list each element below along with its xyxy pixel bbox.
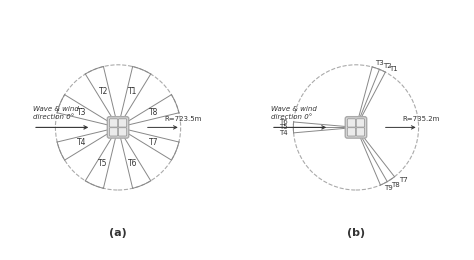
Text: T8: T8 <box>149 108 159 117</box>
Text: T6: T6 <box>279 119 287 125</box>
Text: R=735.2m: R=735.2m <box>402 116 439 122</box>
Text: T1: T1 <box>390 66 398 72</box>
Text: T8: T8 <box>392 182 400 188</box>
FancyBboxPatch shape <box>109 119 118 127</box>
Text: T3: T3 <box>77 108 87 117</box>
FancyBboxPatch shape <box>347 119 356 127</box>
FancyBboxPatch shape <box>347 128 356 136</box>
Text: (a): (a) <box>109 228 127 238</box>
FancyBboxPatch shape <box>356 128 365 136</box>
FancyBboxPatch shape <box>109 128 118 136</box>
Text: T5: T5 <box>279 124 287 131</box>
Text: (b): (b) <box>347 228 365 238</box>
Text: T6: T6 <box>128 159 137 168</box>
FancyBboxPatch shape <box>118 128 127 136</box>
Text: T7: T7 <box>149 138 159 147</box>
Text: T1: T1 <box>128 87 137 96</box>
Text: T4: T4 <box>279 130 287 136</box>
FancyBboxPatch shape <box>356 119 365 127</box>
Text: T5: T5 <box>99 159 108 168</box>
Text: T9: T9 <box>384 185 393 192</box>
Text: T7: T7 <box>399 177 408 183</box>
FancyBboxPatch shape <box>107 117 129 138</box>
FancyBboxPatch shape <box>345 117 367 138</box>
Text: Wave & wind
direction 0°: Wave & wind direction 0° <box>33 106 79 120</box>
Text: T4: T4 <box>77 138 87 147</box>
Text: Wave & wind
direction 0°: Wave & wind direction 0° <box>271 106 317 120</box>
Text: T2: T2 <box>99 87 108 96</box>
Text: T3: T3 <box>375 60 384 66</box>
Text: R=723.5m: R=723.5m <box>164 116 201 122</box>
FancyBboxPatch shape <box>118 119 127 127</box>
Text: T2: T2 <box>383 63 392 69</box>
